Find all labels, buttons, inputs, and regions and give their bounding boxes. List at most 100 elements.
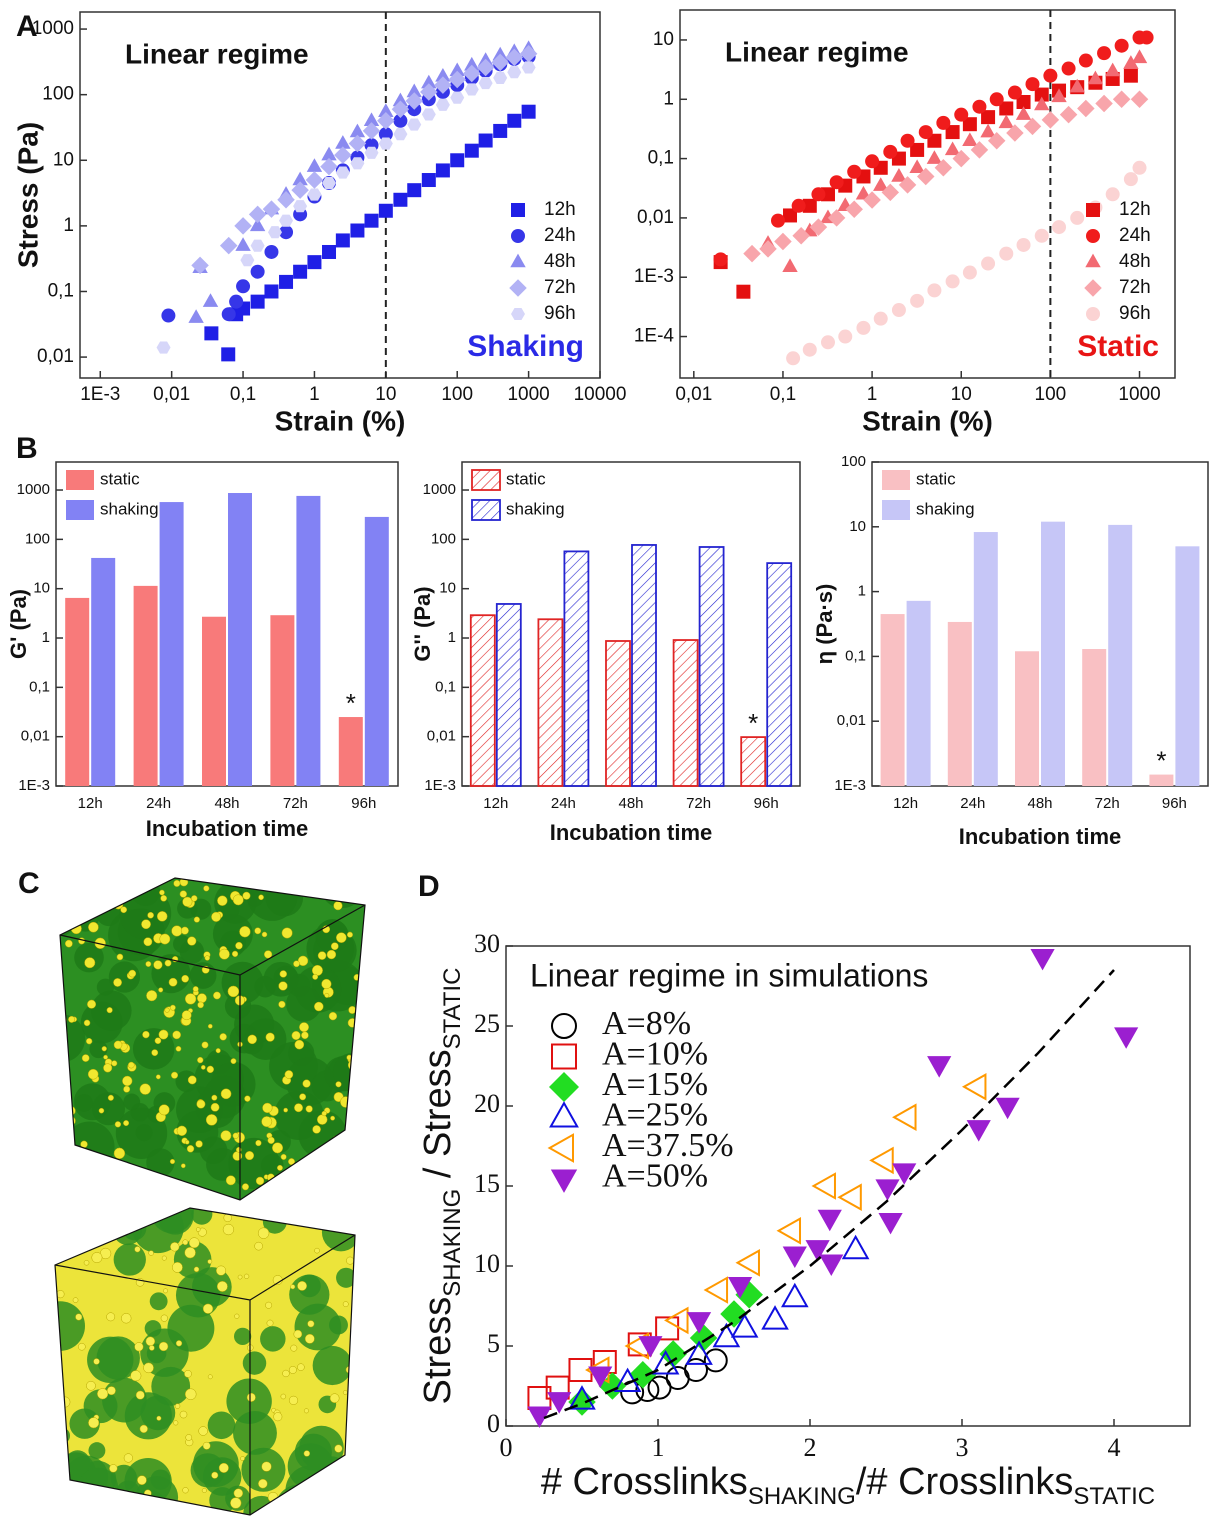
- y-tick-label: 0,01: [37, 346, 74, 367]
- data-point: [335, 135, 351, 149]
- particle: [257, 1227, 270, 1239]
- data-point: [881, 183, 900, 202]
- particle: [159, 933, 171, 945]
- legend-label: static: [506, 469, 546, 488]
- particle: [197, 993, 207, 1004]
- data-point: [987, 131, 1006, 150]
- particle: [135, 1390, 145, 1400]
- particle: [201, 1041, 209, 1049]
- particle: [88, 1417, 100, 1429]
- particle: [254, 927, 262, 935]
- label-part: SHAKING: [748, 1483, 856, 1510]
- y-tick-label: 10: [33, 580, 50, 597]
- particle: [247, 1034, 257, 1045]
- particle: [113, 978, 122, 987]
- data-point: [936, 115, 951, 130]
- particle: [231, 950, 239, 958]
- particle: [134, 1167, 143, 1177]
- data-point: [1123, 172, 1138, 187]
- cluster: [260, 1153, 284, 1177]
- data-point: [820, 335, 835, 350]
- data-point: [322, 244, 337, 259]
- particle: [146, 990, 158, 1002]
- cluster: [294, 1433, 332, 1471]
- particle: [147, 1181, 158, 1192]
- particle: [182, 896, 193, 907]
- particle: [204, 955, 210, 961]
- particle: [203, 885, 210, 892]
- particle: [305, 1105, 313, 1113]
- data-point: [817, 1209, 842, 1232]
- data-point: [1139, 30, 1154, 45]
- data-point: [464, 83, 479, 96]
- cluster: [88, 1442, 106, 1460]
- y-tick-label: 1: [858, 583, 866, 600]
- particle: [303, 1408, 309, 1414]
- particle: [173, 879, 181, 887]
- particle: [98, 1107, 105, 1114]
- y-tick-label: 100: [431, 530, 456, 547]
- particle: [136, 1184, 143, 1191]
- data-point: [1112, 90, 1131, 109]
- data-point: [1132, 160, 1147, 175]
- data-point: [1114, 38, 1129, 53]
- legend-marker: [1086, 229, 1100, 243]
- particle: [314, 1496, 322, 1504]
- data-point: [703, 1348, 728, 1373]
- bar: [631, 544, 657, 787]
- data-point: [1131, 49, 1148, 64]
- data-point: [156, 341, 171, 354]
- data-point: [684, 1358, 708, 1382]
- particle: [233, 1488, 244, 1498]
- particle: [192, 986, 199, 993]
- x-axis-label: Incubation time: [146, 816, 309, 841]
- particle: [141, 919, 151, 930]
- particle: [121, 1313, 132, 1324]
- particle: [163, 1288, 168, 1294]
- cluster: [60, 1014, 86, 1063]
- data-point: [1041, 111, 1060, 129]
- data-point: [434, 76, 452, 94]
- particle: [169, 1004, 176, 1011]
- data-point: [492, 46, 508, 61]
- y-tick-label: 30: [474, 929, 500, 958]
- particle: [234, 1313, 240, 1319]
- panel-label: A: [16, 10, 38, 43]
- data-point: [891, 168, 907, 182]
- data-point: [448, 70, 466, 89]
- data-point: [999, 246, 1014, 261]
- particle: [353, 1060, 359, 1066]
- cluster: [75, 1094, 93, 1112]
- cube-outline: [59, 877, 366, 1201]
- y-tick-label: 100: [42, 84, 74, 105]
- data-point: [493, 71, 508, 84]
- particle: [123, 1120, 130, 1127]
- data-point: [350, 223, 365, 238]
- particle: [318, 1182, 325, 1189]
- particle: [66, 1106, 76, 1116]
- particle: [273, 1179, 282, 1188]
- particle: [116, 953, 124, 961]
- particle: [330, 1115, 336, 1121]
- data-point: [279, 225, 294, 240]
- data-point: [349, 123, 366, 138]
- cluster: [119, 887, 172, 940]
- particle: [351, 883, 362, 894]
- particle: [145, 1336, 156, 1347]
- data-point: [995, 1097, 1020, 1120]
- legend-label: shaking: [916, 499, 975, 518]
- cube-body: [55, 1208, 355, 1515]
- data-point: [873, 177, 889, 191]
- plot-frame: [55, 461, 399, 787]
- data-point: [829, 175, 844, 190]
- bar: [1082, 649, 1107, 786]
- particle: [294, 1103, 303, 1113]
- data-point: [1059, 105, 1078, 124]
- particle: [210, 1102, 220, 1112]
- legend-label: 72h: [544, 277, 576, 298]
- data-point: [191, 256, 209, 275]
- cluster: [298, 1274, 321, 1298]
- particle: [151, 1049, 159, 1057]
- legend-swatch: [882, 470, 910, 490]
- bar: [698, 546, 725, 787]
